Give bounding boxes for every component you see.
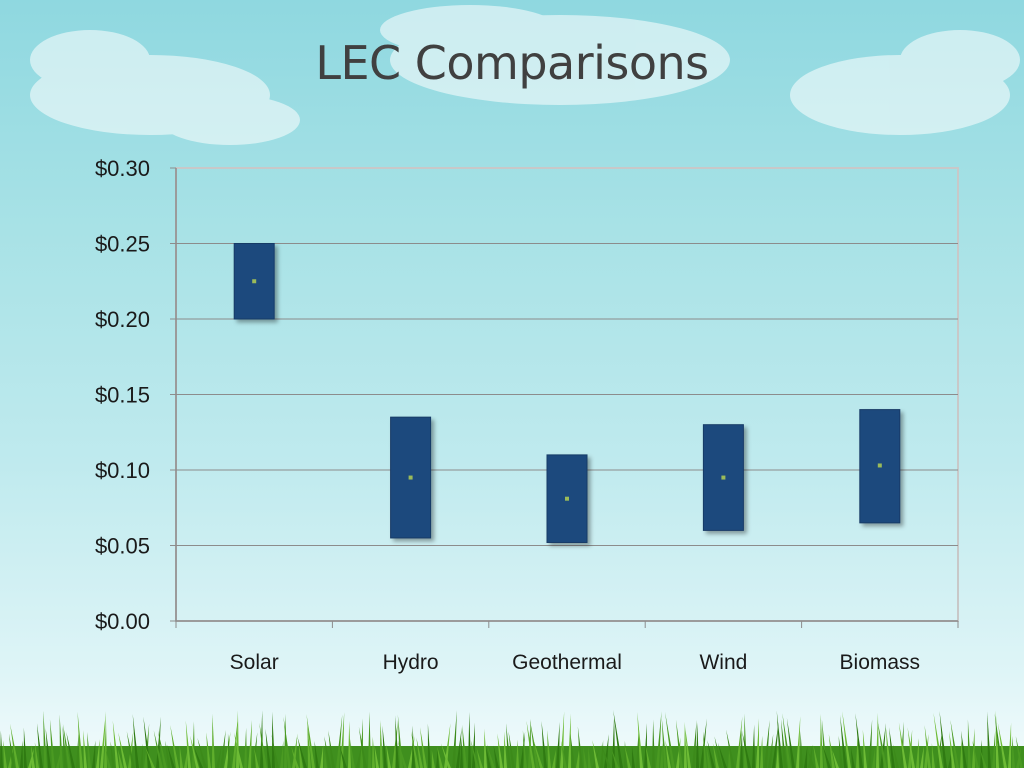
y-tick-label: $0.10 <box>95 458 150 483</box>
y-tick-label: $0.15 <box>95 383 150 408</box>
y-tick-label: $0.25 <box>95 232 150 257</box>
y-tick-label: $0.00 <box>95 609 150 634</box>
midpoint-marker-geothermal <box>565 496 569 501</box>
x-category-label: Wind <box>699 651 747 674</box>
x-category-label: Geothermal <box>512 651 622 674</box>
x-category-label: Solar <box>230 651 279 674</box>
x-category-label: Hydro <box>383 651 439 674</box>
y-tick-label: $0.30 <box>95 156 150 181</box>
midpoint-marker-wind <box>721 475 726 480</box>
grass-decoration <box>0 710 1024 768</box>
y-tick-label: $0.05 <box>95 534 150 559</box>
midpoint-marker-solar <box>252 279 257 284</box>
x-category-label: Biomass <box>840 651 921 674</box>
midpoint-marker-biomass <box>877 463 882 468</box>
slide-title: LEC Comparisons <box>315 36 709 90</box>
y-tick-label: $0.20 <box>95 307 150 332</box>
midpoint-marker-hydro <box>408 475 413 480</box>
